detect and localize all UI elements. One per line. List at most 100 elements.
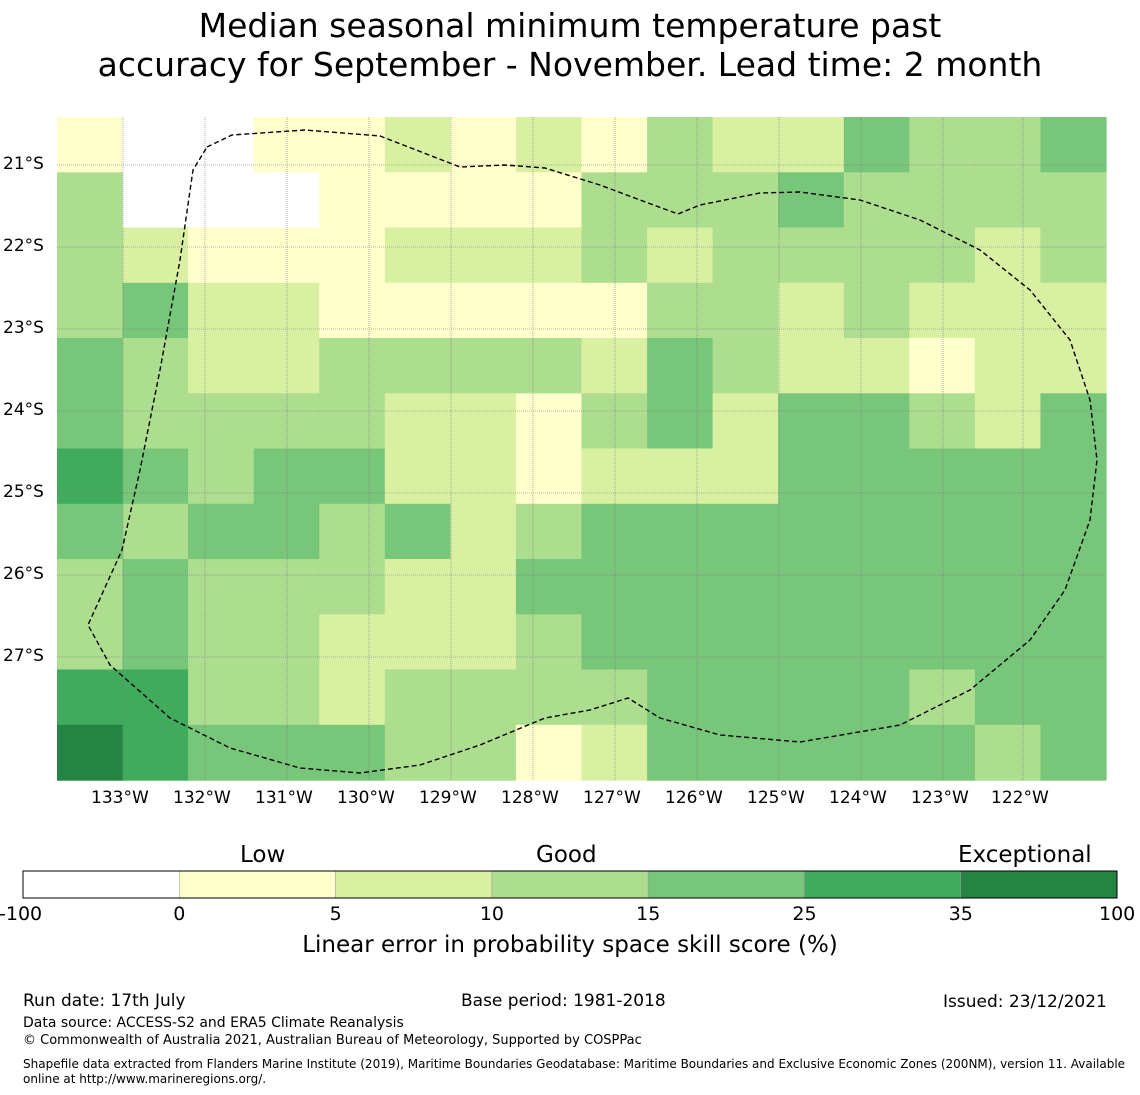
colorbar-tick-label: 0 [173, 903, 186, 925]
issued-date: Issued: 23/12/2021 [943, 992, 1107, 1012]
skill-cell [647, 227, 714, 284]
skill-cell [188, 503, 255, 560]
latitude-label: 27°S [3, 646, 44, 666]
skill-cell [384, 393, 451, 450]
skill-cell [712, 614, 779, 671]
skill-cell [647, 503, 714, 560]
skill-cell [188, 614, 255, 671]
skill-cell [1040, 117, 1107, 173]
colorbar-frame [22, 870, 1118, 899]
skill-cell [909, 117, 976, 173]
skill-cell [909, 669, 976, 726]
skill-cell [122, 117, 189, 173]
skill-cell [57, 503, 124, 560]
skill-cell [1040, 282, 1107, 339]
skill-cell [581, 448, 648, 505]
skill-cell [647, 669, 714, 726]
skill-cell [712, 503, 779, 560]
skill-cell [188, 448, 255, 505]
skill-cell [843, 503, 910, 560]
colorbar-tick-label: 25 [792, 903, 817, 925]
base-period: Base period: 1981-2018 [461, 991, 666, 1011]
skill-cell [778, 614, 845, 671]
skill-cell [450, 503, 517, 560]
skill-cell [319, 448, 386, 505]
skill-cell [515, 503, 583, 560]
skill-cell [778, 338, 845, 394]
skill-cell [712, 282, 779, 339]
skill-cell [712, 393, 779, 450]
skill-cell [712, 227, 779, 284]
colorbar-segment [647, 870, 805, 899]
latitude-label: 26°S [3, 564, 44, 584]
colorbar-tick-label: 35 [948, 903, 973, 925]
skill-cell [57, 448, 124, 505]
skill-cell [515, 117, 583, 173]
skill-cell [712, 338, 779, 394]
skill-cell [515, 393, 583, 450]
skill-cell [909, 724, 976, 781]
skill-cell [188, 227, 255, 284]
skill-grid-cells [57, 117, 1107, 781]
skill-cell [384, 117, 451, 173]
latitude-label: 21°S [3, 154, 44, 174]
map-title-line-1: Median seasonal minimum temperature past [198, 6, 942, 45]
skill-cell [712, 448, 779, 505]
skill-cell [581, 227, 648, 284]
skill-cell [1040, 338, 1107, 394]
skill-cell [843, 227, 910, 284]
skill-cell [843, 117, 910, 173]
skill-cell [909, 172, 976, 229]
skill-cell [581, 338, 648, 394]
skill-cell [974, 117, 1042, 173]
skill-cell [515, 227, 583, 284]
longitude-label: 126°W [665, 788, 723, 808]
skill-cell [57, 724, 124, 781]
longitude-label: 123°W [911, 788, 969, 808]
skill-cell [515, 614, 583, 671]
skill-cell [253, 448, 320, 505]
colorbar-segment [335, 870, 493, 899]
skill-cell [384, 172, 451, 229]
skill-cell [450, 559, 517, 615]
skill-cell [515, 338, 583, 394]
skill-cell [909, 338, 976, 394]
colorbar-segment [960, 870, 1118, 899]
skill-cell [1040, 393, 1107, 450]
skill-cell [122, 559, 189, 615]
skill-cell [450, 669, 517, 726]
skill-cell [581, 559, 648, 615]
skill-cell [319, 282, 386, 339]
skill-cell [384, 503, 451, 560]
colorbar-tick-label: 5 [329, 903, 342, 925]
colorbar-label-good: Good [536, 842, 597, 868]
skill-cell [57, 559, 124, 615]
skill-cell [57, 338, 124, 394]
skill-cell [778, 669, 845, 726]
skill-cell [57, 393, 124, 450]
skill-cell [909, 614, 976, 671]
skill-cell [57, 227, 124, 284]
skill-cell [1040, 172, 1107, 229]
skill-cell [647, 282, 714, 339]
skill-cell [974, 669, 1042, 726]
data-source: Data source: ACCESS-S2 and ERA5 Climate … [23, 1015, 404, 1031]
skill-cell [122, 669, 189, 726]
skill-cell [712, 172, 779, 229]
colorbar-segment [22, 870, 180, 899]
skill-cell [1040, 669, 1107, 726]
skill-cell [319, 614, 386, 671]
skill-cell [778, 448, 845, 505]
latitude-label: 23°S [3, 318, 44, 338]
skill-cell [384, 559, 451, 615]
skill-cell [843, 172, 910, 229]
skill-cell [581, 669, 648, 726]
skill-cell [450, 282, 517, 339]
longitude-label: 125°W [747, 788, 805, 808]
skill-cell [515, 559, 583, 615]
skill-cell [581, 393, 648, 450]
skill-cell [778, 117, 845, 173]
skill-cell [57, 282, 124, 339]
skill-cell [384, 227, 451, 284]
